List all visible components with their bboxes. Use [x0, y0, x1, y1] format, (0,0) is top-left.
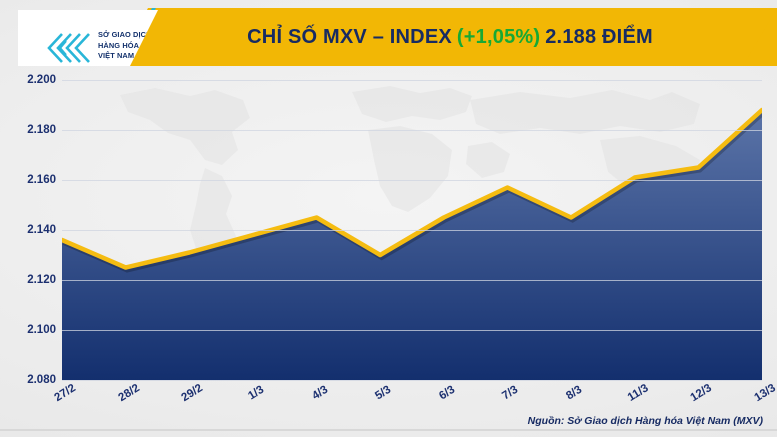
gridline [62, 80, 762, 81]
page-header: SỞ GIAO DỊCH HÀNG HÓA VIỆT NAM CHỈ SỐ MX… [0, 0, 777, 80]
source-note: Nguồn: Sở Giao dịch Hàng hóa Việt Nam (M… [527, 415, 763, 427]
x-axis-tick-label: 13/3 [752, 382, 777, 405]
title-value: 2.188 ĐIỂM [545, 25, 653, 48]
y-axis-tick-label: 2.200 [27, 74, 56, 86]
logo-line-1: SỞ GIAO DỊCH [98, 30, 152, 39]
gridline [62, 230, 762, 231]
x-axis-tick-label: 28/2 [116, 382, 142, 405]
area-fill [62, 110, 762, 380]
x-axis-tick-label: 11/3 [625, 382, 651, 404]
x-axis-tick-label: 29/2 [179, 382, 206, 405]
gridline [62, 330, 762, 331]
chart-area: 2.080 2.100 2.120 2.140 2.160 2.180 2.200 27/2… [0, 74, 777, 410]
line-shadow [62, 110, 766, 273]
y-axis-tick-label: 2.100 [27, 324, 56, 336]
x-axis-tick-label: 8/3 [564, 383, 585, 403]
y-axis-tick-label: 2.140 [27, 224, 56, 236]
x-axis-tick-label: 6/3 [437, 383, 457, 403]
gridline [62, 380, 762, 381]
logo-wordmark: SỞ GIAO DỊCH HÀNG HÓA VIỆT NAM [98, 30, 158, 62]
y-axis-tick-label: 2.120 [27, 274, 56, 286]
x-axis-tick-label: 12/3 [688, 382, 715, 405]
data-line [59, 107, 765, 270]
logo-line-3: VIỆT NAM [98, 51, 135, 61]
x-axis-tick-label: 1/3 [246, 383, 267, 403]
title-change-badge: (+1,05%) [456, 25, 541, 48]
y-axis: 2.080 2.100 2.120 2.140 2.160 2.180 2.200 [0, 74, 62, 386]
header-band-inner [118, 8, 777, 66]
y-axis-tick-label: 2.180 [27, 124, 56, 136]
logo-line-2: HÀNG HÓA [98, 40, 140, 50]
area-series-svg [59, 107, 766, 380]
mxv-logo-mark-icon [47, 33, 90, 63]
footer-divider [0, 429, 777, 431]
gridline [62, 130, 762, 131]
gridline [62, 280, 762, 281]
y-axis-tick-label: 2.160 [27, 174, 56, 186]
plot-area [59, 80, 766, 381]
x-axis-tick-label: 5/3 [373, 383, 394, 403]
x-axis-tick-label: 7/3 [500, 383, 521, 403]
y-axis-tick-label: 2.080 [27, 374, 56, 386]
x-axis-tick-label: 4/3 [309, 383, 330, 403]
gridline [62, 180, 762, 181]
page-title: CHỈ SỐ MXV – INDEX (+1,05%) 2.188 ĐIỂM [170, 8, 730, 66]
x-axis-tick-label: 27/2 [52, 382, 78, 405]
title-prefix: CHỈ SỐ MXV – INDEX [247, 25, 452, 48]
